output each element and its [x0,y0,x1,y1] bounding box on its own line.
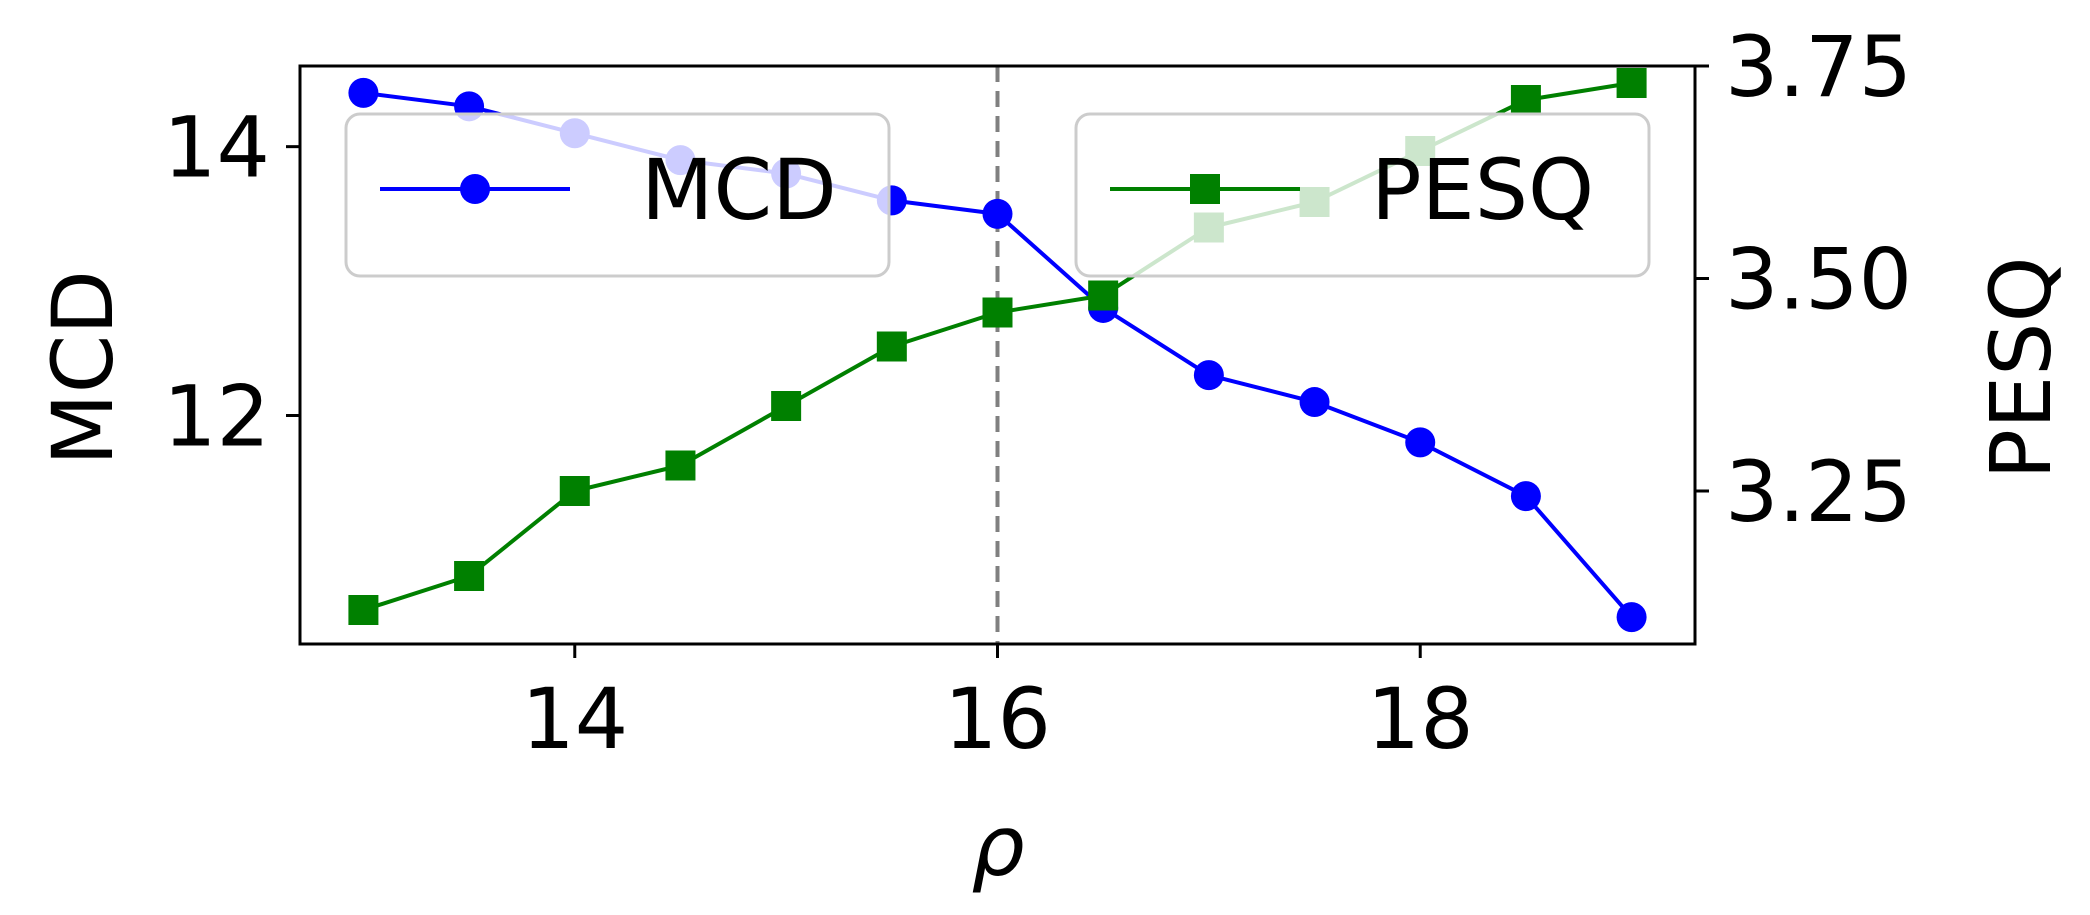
mcd-point [982,198,1013,229]
x-tick-label: 16 [944,670,1051,768]
pesq-point [876,331,907,362]
y-right-tick-label: 3.50 [1725,231,1912,329]
x-axis-title: ρ [971,797,1024,895]
legend-marker [460,174,490,204]
mcd-point [1299,387,1330,418]
x-tick-label: 14 [521,670,628,768]
y-left-tick-label: 14 [163,99,270,197]
y-left-tick-label: 12 [163,367,270,465]
x-tick-label: 18 [1367,670,1474,768]
pesq-point [1616,68,1647,98]
legend-marker [1190,174,1220,204]
y-right-tick-label: 3.25 [1725,443,1912,541]
legend-box [1074,112,1651,278]
pesq-point [771,391,802,421]
mcd-point [1405,427,1436,458]
mcd-point [1510,481,1541,512]
mcd-point [1616,602,1647,633]
pesq-point [559,476,590,506]
y-axis-title-right: PESQ [1972,256,2070,479]
mcd-point [1193,360,1224,391]
y-axis-title-left: MCD [34,270,132,466]
pesq-point [982,297,1013,328]
pesq-point [454,561,485,591]
mcd-point [348,77,379,108]
legend-label: PESQ [1371,141,1594,239]
legend-label: MCD [641,141,837,239]
legend-mcd: MCD [344,112,891,278]
legend-pesq: PESQ [1074,112,1651,278]
y-right-tick-label: 3.75 [1725,18,1912,116]
pesq-point [665,450,696,481]
pesq-point [1510,85,1541,115]
pesq-point [1088,280,1119,311]
pesq-point [348,595,379,625]
legend-box [344,112,891,278]
